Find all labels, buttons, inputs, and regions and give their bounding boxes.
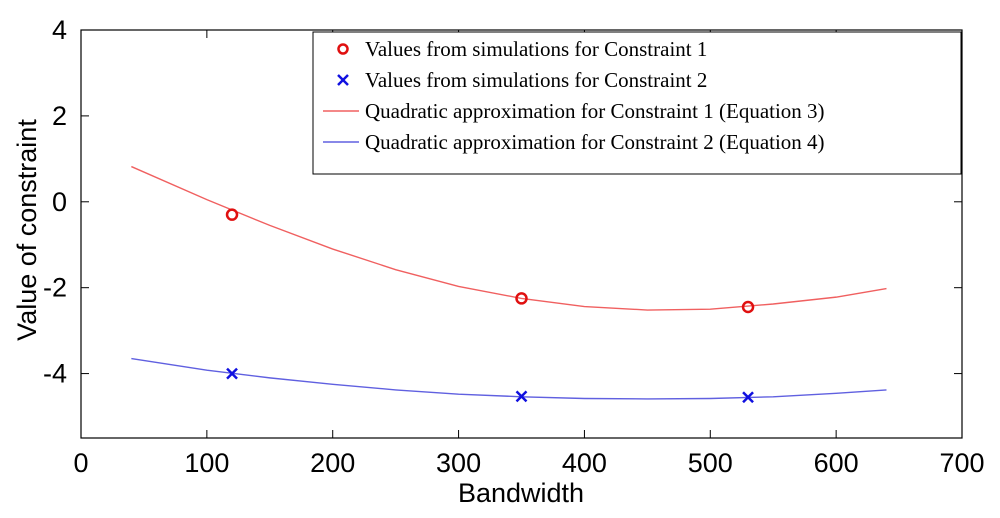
y-tick-label: -2	[43, 273, 67, 303]
legend-box	[312, 31, 962, 175]
x-tick-label: 600	[814, 448, 859, 478]
data-point-cross	[515, 390, 528, 403]
data-point-circle	[225, 208, 239, 221]
series-line-3	[131, 357, 887, 400]
y-tick-label: 2	[52, 101, 67, 131]
legend-circle-swatch	[337, 43, 349, 55]
data-point-circle	[515, 292, 528, 305]
legend-label: Values from simulations for Constraint 2	[365, 68, 707, 92]
x-tick-label: 300	[436, 448, 481, 478]
x-axis-title: Bandwidth	[458, 478, 584, 508]
y-tick-label: -4	[43, 359, 67, 389]
x-tick-label: 0	[73, 448, 88, 478]
x-tick-label: 400	[562, 448, 607, 478]
y-tick-label: 4	[52, 15, 67, 45]
legend-label: Values from simulations for Constraint 1	[365, 37, 707, 61]
data-point-cross	[226, 367, 238, 380]
plot-area	[131, 165, 887, 404]
x-tick-label: 500	[688, 448, 733, 478]
x-tick-label: 100	[184, 448, 229, 478]
data-point-circle	[741, 300, 755, 314]
plot-frame	[80, 29, 963, 439]
legend-cross-swatch	[337, 74, 349, 86]
legend-label: Quadratic approximation for Constraint 1…	[365, 99, 825, 123]
y-tick-label: 0	[52, 187, 67, 217]
x-tick-label: 700	[939, 448, 984, 478]
data-point-cross	[742, 391, 754, 404]
y-axis-title: Value of constraint	[12, 119, 42, 341]
x-tick-label: 200	[310, 448, 355, 478]
series-line-2	[131, 165, 887, 311]
legend-label: Quadratic approximation for Constraint 2…	[365, 130, 825, 154]
legend: Values from simulations for Constraint 1…	[312, 31, 962, 175]
axes: 0 100 200 300 400 500 600 700 -4 -2 0 2 4	[43, 15, 985, 478]
